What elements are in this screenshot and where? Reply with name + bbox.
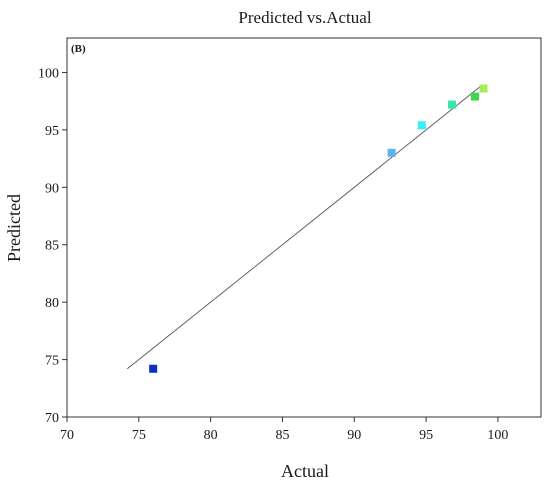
x-tick-label: 75 (132, 428, 146, 443)
y-tick-label: 90 (45, 181, 59, 196)
fit-line-layer (127, 85, 481, 370)
data-point (149, 364, 158, 373)
data-points (149, 84, 488, 373)
x-axis-label: Actual (281, 461, 329, 481)
plot-area (66, 37, 542, 418)
y-tick-label: 75 (45, 354, 59, 369)
data-point (387, 148, 396, 157)
x-tick-label: 70 (60, 428, 74, 443)
y-tick-label: 85 (45, 239, 59, 254)
data-point (479, 84, 488, 93)
plot-frame (66, 37, 542, 418)
y-tick-label: 95 (45, 124, 59, 139)
x-tick-label: 90 (347, 428, 361, 443)
x-tick-label: 85 (275, 428, 289, 443)
data-point (470, 92, 479, 101)
data-point (447, 100, 456, 109)
fit-line (127, 85, 481, 370)
y-axis: 70 75 80 85 90 95 100 (38, 66, 67, 426)
y-tick-label: 100 (38, 66, 59, 81)
x-axis: 70 75 80 85 90 95 100 (60, 417, 508, 443)
y-tick-label: 80 (45, 296, 59, 311)
panel-label: (B) (71, 43, 86, 55)
y-axis-label: Predicted (4, 194, 24, 262)
data-point (417, 121, 426, 130)
x-tick-label: 95 (419, 428, 433, 443)
y-tick-label: 70 (45, 411, 59, 426)
x-tick-label: 100 (487, 428, 508, 443)
chart-title: Predicted vs.Actual (238, 8, 371, 27)
x-tick-label: 80 (204, 428, 218, 443)
